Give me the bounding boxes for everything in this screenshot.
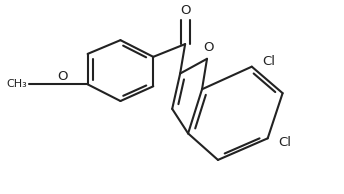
Text: CH₃: CH₃: [7, 79, 27, 89]
Text: O: O: [57, 70, 68, 83]
Text: Cl: Cl: [262, 55, 275, 68]
Text: Cl: Cl: [278, 136, 291, 149]
Text: O: O: [180, 4, 190, 17]
Text: O: O: [203, 41, 214, 54]
